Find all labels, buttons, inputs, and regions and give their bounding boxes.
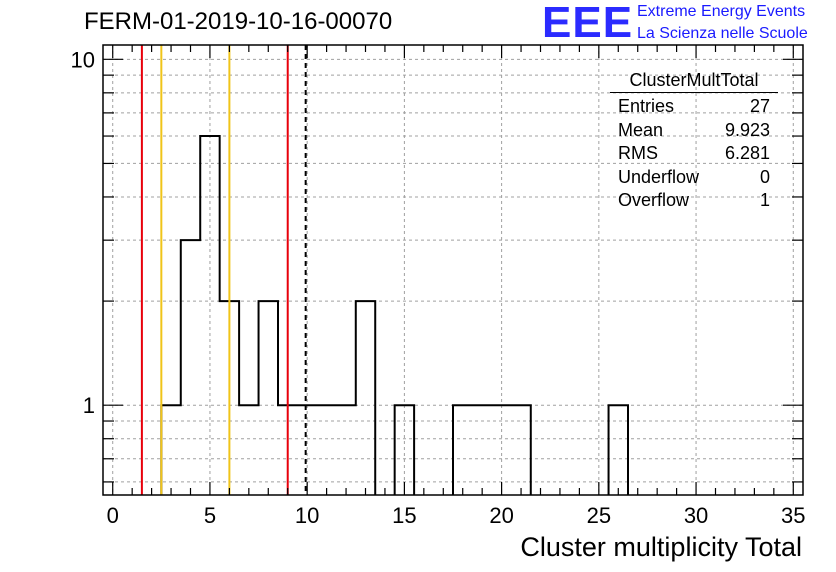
eee-logo-mark: EEE <box>542 0 634 47</box>
stats-label: Mean <box>618 119 664 140</box>
plot-frame <box>102 44 804 496</box>
histogram-outline <box>160 135 629 495</box>
histogram-bin <box>181 240 200 495</box>
eee-logo: EEE Extreme Energy Events La Scienza nel… <box>542 0 832 47</box>
stats-label: Underflow <box>618 166 700 187</box>
x-axis-label: Cluster multiplicity Total <box>520 532 802 562</box>
histogram-bin <box>511 405 530 495</box>
x-tick-label: 10 <box>295 503 319 528</box>
stats-box: ClusterMultTotal Entries 27 Mean 9.923 R… <box>610 70 778 213</box>
histogram-bin <box>259 301 278 495</box>
logo-line-2: La Scienza nelle Scuole <box>637 25 808 42</box>
stats-value: 6.281 <box>724 143 770 163</box>
x-tick-label: 5 <box>204 503 216 528</box>
x-tick-label: 30 <box>684 503 708 528</box>
x-tick-label: 20 <box>489 503 513 528</box>
stats-label: Entries <box>618 96 675 116</box>
x-tick-label: 15 <box>392 503 416 528</box>
stats-row-overflow: Overflow 1 <box>610 189 778 213</box>
stats-row-underflow: Underflow 0 <box>610 166 778 190</box>
stats-row-mean: Mean 9.923 <box>610 119 778 143</box>
stats-row-entries: Entries 27 <box>610 95 778 119</box>
stats-label: RMS <box>618 143 658 163</box>
stats-value: 0 <box>759 166 770 187</box>
histogram-bin <box>356 301 375 495</box>
x-tick-label: 35 <box>781 503 805 528</box>
stats-title: ClusterMultTotal <box>610 70 778 93</box>
stats-value: 1 <box>759 190 770 210</box>
y-tick-label: 10 <box>71 47 95 72</box>
stats-value: 27 <box>749 96 770 116</box>
run-title: FERM-01-2019-10-16-00070 <box>84 8 393 35</box>
x-tick-label: 0 <box>107 503 119 528</box>
stats-label: Overflow <box>618 190 690 210</box>
stats-value: 9.923 <box>724 119 770 140</box>
logo-line-1: Extreme Energy Events <box>637 3 806 20</box>
stats-row-rms: RMS 6.281 <box>610 142 778 166</box>
x-tick-label: 25 <box>587 503 611 528</box>
y-tick-label: 1 <box>83 393 95 418</box>
